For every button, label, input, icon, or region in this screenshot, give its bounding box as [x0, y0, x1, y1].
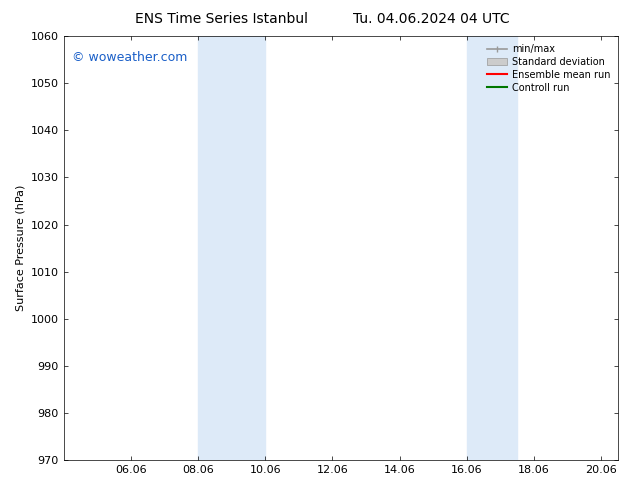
Text: Tu. 04.06.2024 04 UTC: Tu. 04.06.2024 04 UTC: [353, 12, 510, 26]
Text: ENS Time Series Istanbul: ENS Time Series Istanbul: [136, 12, 308, 26]
Bar: [467, 36, 517, 460]
Text: © woweather.com: © woweather.com: [72, 51, 187, 64]
Y-axis label: Surface Pressure (hPa): Surface Pressure (hPa): [15, 185, 25, 311]
Legend: min/max, Standard deviation, Ensemble mean run, Controll run: min/max, Standard deviation, Ensemble me…: [484, 41, 613, 96]
Bar: [198, 36, 265, 460]
